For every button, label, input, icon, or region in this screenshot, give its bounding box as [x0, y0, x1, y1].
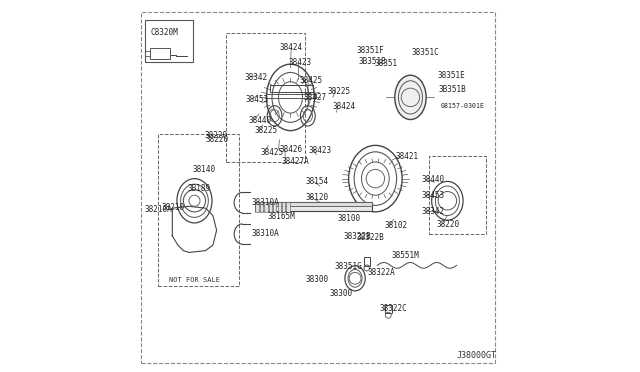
Text: 38102: 38102 [385, 221, 408, 230]
Text: 38310A: 38310A [252, 230, 280, 238]
Text: 38351F: 38351F [357, 46, 385, 55]
Text: 38424: 38424 [332, 102, 355, 111]
Bar [150, 48, 170, 59]
Ellipse shape [395, 75, 426, 119]
Text: 38310A: 38310A [252, 198, 280, 207]
Text: 38425: 38425 [300, 76, 323, 85]
Bar [266, 94, 316, 98]
Text: C8320M: C8320M [150, 28, 178, 37]
Bar [385, 305, 392, 313]
Text: 3B351B: 3B351B [439, 85, 467, 94]
Text: 38453: 38453 [422, 191, 445, 200]
Text: 08157-0301E: 08157-0301E [441, 103, 485, 109]
Bar [226, 33, 305, 162]
Bar [145, 20, 193, 62]
Text: 38322B: 38322B [357, 233, 385, 242]
Bar [255, 202, 259, 212]
Text: NOT FOR SALE: NOT FOR SALE [168, 277, 220, 283]
Bar [287, 202, 290, 212]
Bar [255, 202, 372, 211]
Text: 38453: 38453 [245, 95, 269, 104]
Text: 38351E: 38351E [437, 71, 465, 80]
Text: 38421: 38421 [396, 152, 419, 161]
Text: 38427A: 38427A [281, 157, 309, 166]
Bar [264, 202, 268, 212]
Bar [282, 202, 285, 212]
Bar [157, 134, 239, 286]
Bar [145, 51, 150, 56]
Bar [255, 202, 372, 206]
Text: 3B189: 3B189 [187, 185, 210, 193]
Text: 38423: 38423 [309, 146, 332, 155]
Text: 38426: 38426 [280, 145, 303, 154]
Text: 38551M: 38551M [392, 251, 420, 260]
Bar [270, 85, 312, 92]
Bar [260, 202, 263, 212]
Text: 38351G: 38351G [335, 262, 362, 271]
Text: 38440: 38440 [422, 175, 445, 184]
Text: 38140: 38140 [193, 165, 216, 174]
Text: 38322B: 38322B [344, 232, 371, 241]
Text: 38300: 38300 [306, 275, 329, 283]
Bar [364, 257, 370, 266]
Text: 38165M: 38165M [268, 212, 295, 221]
Text: 38351C: 38351C [412, 48, 439, 57]
Text: 38220: 38220 [436, 220, 460, 229]
Bar [429, 157, 486, 234]
Text: 38423: 38423 [289, 58, 312, 67]
Text: 38225: 38225 [328, 87, 351, 96]
Text: 38225: 38225 [254, 126, 277, 135]
Text: 38210A: 38210A [145, 205, 172, 214]
Text: 38342: 38342 [422, 206, 445, 216]
Text: 38300: 38300 [330, 289, 353, 298]
Text: 3B351B: 3B351B [358, 57, 386, 67]
Bar [278, 202, 281, 212]
Text: 38440: 38440 [248, 116, 271, 125]
Text: 38427: 38427 [303, 93, 326, 102]
Bar [269, 202, 272, 212]
Text: 38220: 38220 [205, 131, 228, 140]
Text: 38220: 38220 [205, 135, 228, 144]
Text: 38120: 38120 [305, 193, 328, 202]
Text: 38351: 38351 [374, 59, 398, 68]
Text: 38322C: 38322C [379, 304, 407, 313]
Text: 38342: 38342 [244, 73, 268, 81]
Text: J38000GT: J38000GT [456, 351, 497, 360]
Text: 38100: 38100 [338, 214, 361, 223]
Text: 38154: 38154 [305, 177, 328, 186]
Text: 38424: 38424 [280, 43, 303, 52]
Text: 38322A: 38322A [368, 268, 396, 277]
Bar [273, 202, 276, 212]
Text: 38425: 38425 [260, 148, 284, 157]
Text: 38210: 38210 [161, 202, 184, 212]
